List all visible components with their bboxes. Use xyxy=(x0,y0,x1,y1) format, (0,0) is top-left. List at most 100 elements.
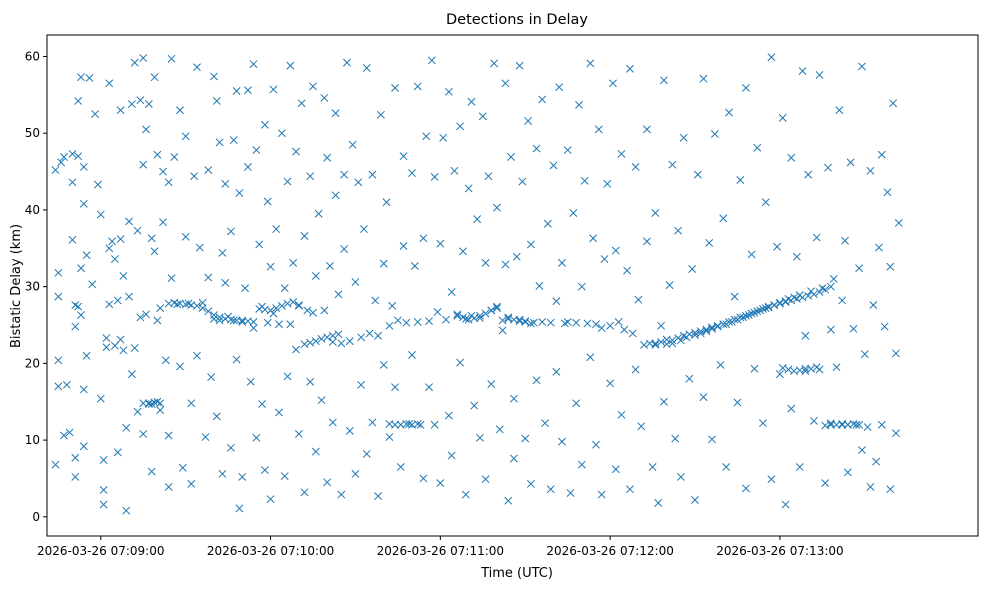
data-point xyxy=(204,166,213,174)
data-point xyxy=(133,226,142,235)
data-point xyxy=(747,250,756,259)
data-point xyxy=(139,399,148,408)
data-point xyxy=(110,255,119,263)
x-tick-label: 2026-03-26 07:13:00 xyxy=(716,544,843,558)
data-point xyxy=(657,337,666,346)
data-point xyxy=(309,308,317,317)
data-point xyxy=(161,356,170,365)
data-point xyxy=(371,296,380,305)
data-point xyxy=(742,484,750,493)
data-point xyxy=(891,349,900,358)
data-point xyxy=(747,309,756,318)
data-point xyxy=(671,434,680,443)
data-point xyxy=(419,474,428,483)
data-point xyxy=(577,460,586,469)
data-point xyxy=(221,278,230,287)
data-point xyxy=(266,495,275,504)
data-point xyxy=(159,167,167,176)
data-point xyxy=(402,318,411,327)
data-point xyxy=(379,259,388,268)
data-point xyxy=(229,316,238,325)
data-point xyxy=(651,341,660,349)
data-point xyxy=(164,482,173,491)
data-point xyxy=(863,423,872,432)
data-point xyxy=(546,485,555,494)
data-point xyxy=(379,360,388,369)
data-point xyxy=(693,170,702,179)
data-point xyxy=(331,109,340,118)
data-point xyxy=(637,422,646,431)
data-point xyxy=(504,313,513,322)
data-point xyxy=(320,306,329,315)
data-point xyxy=(82,251,91,260)
data-point xyxy=(235,189,244,198)
data-point xyxy=(450,166,459,175)
data-point xyxy=(815,288,824,296)
data-point xyxy=(425,317,433,326)
data-point xyxy=(323,478,332,487)
data-point xyxy=(243,163,252,171)
data-point xyxy=(102,343,111,352)
data-point xyxy=(453,310,462,319)
data-point xyxy=(130,58,139,67)
data-point xyxy=(374,492,383,501)
data-point xyxy=(362,64,371,72)
data-point xyxy=(541,419,549,428)
data-point xyxy=(730,315,739,324)
data-point xyxy=(311,337,320,346)
data-point xyxy=(846,158,855,167)
data-point xyxy=(877,150,886,159)
data-point xyxy=(611,246,620,255)
data-point xyxy=(289,298,298,306)
data-point xyxy=(249,324,258,333)
data-point xyxy=(266,262,275,271)
data-point xyxy=(447,451,456,460)
data-point xyxy=(476,314,484,323)
data-point xyxy=(252,146,261,155)
data-point xyxy=(597,324,606,333)
data-point xyxy=(399,242,408,250)
data-point xyxy=(385,433,394,441)
x-axis-label: Time (UTC) xyxy=(480,566,553,581)
data-point xyxy=(328,337,337,346)
data-point xyxy=(153,397,162,406)
data-point xyxy=(354,178,363,187)
data-point xyxy=(883,188,892,197)
data-point xyxy=(286,61,295,70)
data-point xyxy=(359,225,368,234)
data-point xyxy=(795,462,804,471)
data-point xyxy=(334,330,343,339)
data-point xyxy=(311,447,320,456)
x-tick-label: 2026-03-26 07:10:00 xyxy=(207,544,334,558)
data-point xyxy=(832,363,841,372)
data-point xyxy=(328,418,337,427)
data-point xyxy=(736,176,745,184)
data-point xyxy=(838,296,847,305)
data-point xyxy=(136,96,145,105)
data-point xyxy=(758,419,767,428)
data-point xyxy=(543,219,552,228)
data-point xyxy=(74,97,83,105)
data-point xyxy=(260,466,269,474)
data-point xyxy=(611,465,620,474)
data-point xyxy=(668,160,677,169)
y-tick-label: 10 xyxy=(25,433,40,447)
data-point xyxy=(730,292,739,301)
data-point xyxy=(68,178,77,187)
data-point xyxy=(68,149,77,158)
data-point xyxy=(809,290,818,299)
data-point xyxy=(566,489,575,497)
data-point xyxy=(526,319,535,328)
data-point xyxy=(77,264,85,273)
data-point xyxy=(96,210,105,219)
data-point xyxy=(546,318,555,327)
data-point xyxy=(195,243,204,252)
data-point xyxy=(357,333,366,342)
data-point xyxy=(116,335,125,344)
data-point xyxy=(60,153,68,161)
data-point xyxy=(809,416,818,425)
data-point xyxy=(875,243,883,252)
data-point xyxy=(524,116,533,125)
data-point xyxy=(659,76,668,85)
data-point xyxy=(526,479,535,488)
